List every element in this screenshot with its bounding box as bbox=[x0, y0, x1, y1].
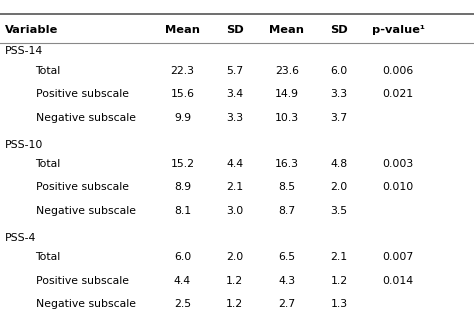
Text: 4.4: 4.4 bbox=[174, 276, 191, 286]
Text: Positive subscale: Positive subscale bbox=[36, 276, 128, 286]
Text: 4.8: 4.8 bbox=[330, 159, 347, 169]
Text: 2.1: 2.1 bbox=[226, 183, 243, 193]
Text: 6.0: 6.0 bbox=[330, 66, 347, 76]
Text: Total: Total bbox=[36, 66, 61, 76]
Text: 2.0: 2.0 bbox=[226, 253, 243, 262]
Text: Positive subscale: Positive subscale bbox=[36, 89, 128, 99]
Text: 2.0: 2.0 bbox=[330, 183, 347, 193]
Text: 9.9: 9.9 bbox=[174, 113, 191, 123]
Text: 0.010: 0.010 bbox=[383, 183, 414, 193]
Text: 23.6: 23.6 bbox=[275, 66, 299, 76]
Text: 15.6: 15.6 bbox=[171, 89, 194, 99]
Text: 4.4: 4.4 bbox=[226, 159, 243, 169]
Text: 3.3: 3.3 bbox=[330, 89, 347, 99]
Text: 22.3: 22.3 bbox=[171, 66, 194, 76]
Text: SD: SD bbox=[330, 25, 348, 35]
Text: Positive subscale: Positive subscale bbox=[36, 183, 128, 193]
Text: PSS-4: PSS-4 bbox=[5, 233, 36, 243]
Text: 0.006: 0.006 bbox=[383, 66, 414, 76]
Text: 3.0: 3.0 bbox=[226, 206, 243, 216]
Text: 1.3: 1.3 bbox=[330, 299, 347, 309]
Text: 6.5: 6.5 bbox=[278, 253, 295, 262]
Text: 8.7: 8.7 bbox=[278, 206, 295, 216]
Text: PSS-14: PSS-14 bbox=[5, 46, 43, 56]
Text: 14.9: 14.9 bbox=[275, 89, 299, 99]
Text: 2.1: 2.1 bbox=[330, 253, 347, 262]
Text: 3.3: 3.3 bbox=[226, 113, 243, 123]
Text: p-value¹: p-value¹ bbox=[372, 25, 425, 35]
Text: 3.4: 3.4 bbox=[226, 89, 243, 99]
Text: Negative subscale: Negative subscale bbox=[36, 113, 136, 123]
Text: 2.7: 2.7 bbox=[278, 299, 295, 309]
Text: PSS-10: PSS-10 bbox=[5, 140, 43, 150]
Text: 6.0: 6.0 bbox=[174, 253, 191, 262]
Text: 15.2: 15.2 bbox=[171, 159, 194, 169]
Text: Variable: Variable bbox=[5, 25, 58, 35]
Text: 16.3: 16.3 bbox=[275, 159, 299, 169]
Text: 5.7: 5.7 bbox=[226, 66, 243, 76]
Text: 1.2: 1.2 bbox=[226, 299, 243, 309]
Text: 1.2: 1.2 bbox=[226, 276, 243, 286]
Text: Total: Total bbox=[36, 253, 61, 262]
Text: 0.003: 0.003 bbox=[383, 159, 414, 169]
Text: 1.2: 1.2 bbox=[330, 276, 347, 286]
Text: Mean: Mean bbox=[165, 25, 200, 35]
Text: 8.1: 8.1 bbox=[174, 206, 191, 216]
Text: 3.7: 3.7 bbox=[330, 113, 347, 123]
Text: 4.3: 4.3 bbox=[278, 276, 295, 286]
Text: 0.007: 0.007 bbox=[383, 253, 414, 262]
Text: 3.5: 3.5 bbox=[330, 206, 347, 216]
Text: Mean: Mean bbox=[269, 25, 304, 35]
Text: 0.014: 0.014 bbox=[383, 276, 414, 286]
Text: Total: Total bbox=[36, 159, 61, 169]
Text: Negative subscale: Negative subscale bbox=[36, 206, 136, 216]
Text: 8.5: 8.5 bbox=[278, 183, 295, 193]
Text: 2.5: 2.5 bbox=[174, 299, 191, 309]
Text: 10.3: 10.3 bbox=[275, 113, 299, 123]
Text: Negative subscale: Negative subscale bbox=[36, 299, 136, 309]
Text: SD: SD bbox=[226, 25, 244, 35]
Text: 8.9: 8.9 bbox=[174, 183, 191, 193]
Text: 0.021: 0.021 bbox=[383, 89, 414, 99]
